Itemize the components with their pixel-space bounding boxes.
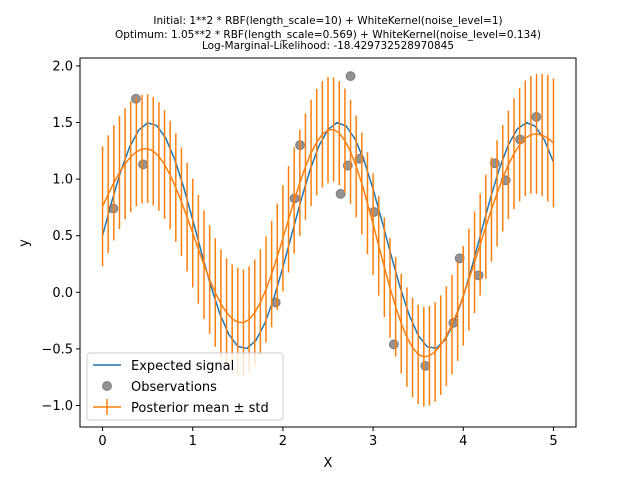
observation-point <box>345 71 356 82</box>
observation-point <box>388 339 399 350</box>
x-tick-label: 2 <box>279 434 287 449</box>
observation-point <box>270 297 281 308</box>
legend-label-expected: Expected signal <box>131 359 234 374</box>
x-axis-label: X <box>324 456 333 471</box>
title-line-initial: Initial: 1**2 * RBF(length_scale=10) + W… <box>153 15 502 27</box>
observation-point <box>420 360 431 371</box>
x-tick-label: 4 <box>459 434 467 449</box>
x-axis: 0 1 2 3 4 5 <box>98 427 558 449</box>
y-tick-label: 0.0 <box>52 286 73 301</box>
posterior-mean-line <box>101 128 554 358</box>
y-tick-label: 2.0 <box>52 59 73 74</box>
y-tick-label: 0.5 <box>52 229 73 244</box>
y-axis: −1.0 −0.5 0.0 0.5 1.0 1.5 2.0 <box>41 59 80 414</box>
observation-point <box>138 159 149 170</box>
y-tick-label: −0.5 <box>41 342 73 357</box>
x-tick-label: 3 <box>369 434 377 449</box>
y-tick-label: 1.0 <box>52 173 73 188</box>
y-tick-label: −1.0 <box>41 399 73 414</box>
plot-area <box>101 71 555 407</box>
legend-label-observations: Observations <box>131 380 217 395</box>
chart-title: Initial: 1**2 * RBF(length_scale=10) + W… <box>115 15 541 52</box>
title-line-lml: Log-Marginal-Likelihood: -18.42973252897… <box>202 40 454 52</box>
observation-point <box>473 270 484 281</box>
legend-marker-swatch <box>102 381 112 391</box>
x-tick-label: 1 <box>189 434 197 449</box>
y-tick-label: 1.5 <box>52 116 73 131</box>
y-axis-label: y <box>17 239 32 247</box>
observation-point <box>454 253 465 264</box>
x-tick-label: 0 <box>98 434 106 449</box>
legend: Expected signal Observations Posterior m… <box>86 352 284 421</box>
axes-frame <box>79 57 577 428</box>
title-line-optimum: Optimum: 1.05**2 * RBF(length_scale=0.56… <box>115 29 541 41</box>
legend-frame <box>86 352 284 421</box>
observation-point <box>335 188 346 199</box>
x-tick-label: 5 <box>549 434 557 449</box>
legend-label-posterior: Posterior mean ± std <box>131 401 269 416</box>
